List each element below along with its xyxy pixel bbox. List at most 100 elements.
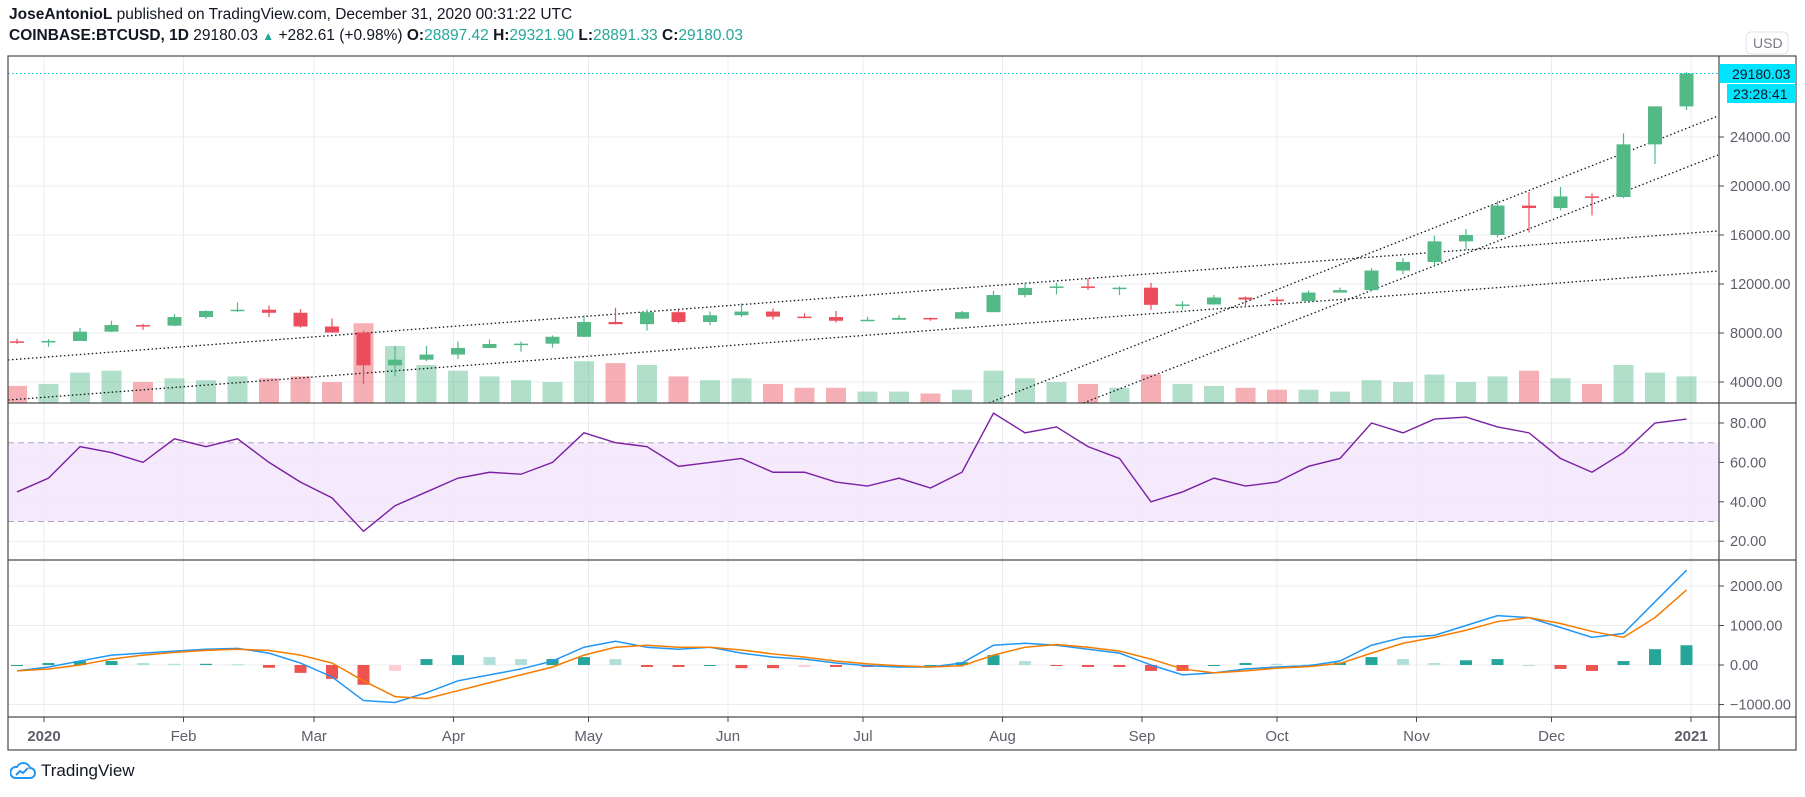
volume-bar (794, 387, 815, 403)
x-tick-label: May (574, 728, 603, 745)
candle-body (1459, 235, 1473, 242)
candle-body (356, 332, 371, 366)
candle-body (860, 319, 875, 322)
last-price-axis-value: 29180.03 (1732, 66, 1791, 82)
bar-countdown: 23:28:41 (1733, 86, 1788, 102)
volume-bar (1141, 374, 1161, 403)
close-label: C: (662, 27, 679, 44)
volume-bar (479, 376, 500, 403)
volume-bar (1487, 376, 1508, 403)
price-change: +282.61 (+0.98%) (278, 27, 403, 44)
y-tick-label: 24000.00 (1730, 130, 1790, 146)
signal-line (16, 589, 1687, 700)
currency-badge[interactable] (1745, 31, 1789, 55)
trendline (988, 115, 1719, 403)
y-tick-label: 20.00 (1730, 534, 1766, 550)
y-tick-label: 40.00 (1730, 495, 1766, 511)
macd-histogram-bar (11, 665, 23, 666)
volume-bar (1424, 374, 1445, 403)
x-tick-label: Oct (1265, 728, 1289, 745)
volume-bar (1109, 387, 1130, 403)
y-tick-label: −1000.00 (1730, 698, 1791, 714)
macd-histogram-bar (1680, 645, 1693, 665)
volume-bar (1204, 385, 1224, 403)
y-tick-label: 0.00 (1730, 658, 1758, 674)
candle-body (1648, 106, 1662, 145)
volume-bar (290, 376, 311, 403)
macd-histogram-bar (672, 665, 685, 667)
macd-histogram-bar (1617, 661, 1630, 665)
macd-pane[interactable] (11, 569, 1693, 704)
author-name[interactable]: JoseAntonioL (9, 6, 113, 23)
macd-histogram-bar (578, 657, 590, 665)
macd-histogram-bar (483, 657, 496, 665)
volume-bar (448, 370, 468, 403)
macd-histogram-bar (137, 663, 149, 665)
macd-histogram-bar (1586, 665, 1598, 671)
macd-histogram-bar (1365, 657, 1378, 665)
candle-body (1270, 299, 1284, 302)
y-tick-label: 12000.00 (1730, 277, 1790, 293)
volume-bar (1361, 380, 1382, 403)
frame (7, 55, 1797, 751)
candle-body (262, 309, 276, 313)
macd-histogram-bar (924, 665, 937, 666)
y-tick-label: 4000.00 (1730, 375, 1782, 391)
candle-body (1081, 286, 1095, 288)
macd-histogram-bar (1271, 663, 1283, 665)
macd-histogram-bar (1523, 665, 1535, 666)
candle-body (451, 347, 465, 355)
macd-histogram-bar (105, 661, 118, 665)
macd-histogram-bar (546, 659, 559, 665)
candle-body (1396, 261, 1410, 271)
candle-body (1112, 287, 1127, 290)
volume-bar (1519, 370, 1539, 403)
rsi-pane[interactable] (8, 412, 1719, 533)
candle-body (1301, 292, 1316, 302)
volume-bar (511, 380, 531, 403)
macd-histogram-bar (1460, 660, 1472, 665)
macd-histogram-bar (1019, 661, 1031, 665)
macd-histogram-bar (1113, 665, 1126, 667)
macd-histogram-bar (1491, 659, 1504, 665)
macd-histogram-bar (231, 664, 244, 666)
x-tick-label: Jun (716, 728, 740, 745)
candle-body (703, 315, 717, 322)
volume-bar (1330, 391, 1350, 403)
candle-body (1049, 286, 1064, 288)
candle-body (892, 317, 906, 320)
candle-body (325, 326, 339, 333)
macd-histogram-bar (168, 663, 181, 665)
tradingview-logo[interactable]: TradingView (10, 761, 135, 781)
macd-histogram-bar (704, 665, 716, 666)
grid-lines (8, 56, 1719, 717)
candle-body (1679, 73, 1694, 107)
symbol-title[interactable]: COINBASE:BTCUSD, 1D (9, 27, 189, 44)
candle-body (1427, 241, 1442, 262)
publish-text: published on TradingView.com, December 3… (116, 6, 573, 23)
macd-histogram-bar (389, 665, 401, 671)
volume-bar (164, 378, 185, 403)
x-tick-label: Apr (442, 728, 465, 745)
tradingview-cloud-icon (10, 762, 36, 779)
volume-bar (700, 380, 720, 403)
axes: 2020 Feb Mar Apr May Jun Jul Aug Sep Oct Nov Dec 202… (27, 130, 1791, 745)
last-price-box (1720, 64, 1796, 83)
macd-histogram-bar (641, 665, 653, 667)
x-tick-label: Dec (1538, 728, 1565, 745)
candle-body (1175, 304, 1190, 306)
low-value: 28891.33 (593, 27, 658, 44)
price-pane[interactable] (7, 71, 1719, 403)
rsi-band (8, 442, 1719, 522)
volume-bar (952, 389, 972, 403)
trendline (8, 270, 1719, 401)
candle-body (482, 344, 497, 348)
currency-badge-group[interactable]: USD (1745, 31, 1789, 55)
x-tick-label: 2020 (27, 728, 60, 745)
candle-body (608, 321, 623, 325)
y-tick-label: 2000.00 (1730, 579, 1782, 595)
candle-body (1018, 287, 1032, 296)
candle-body (1490, 205, 1505, 235)
volume-bar (1078, 384, 1098, 403)
